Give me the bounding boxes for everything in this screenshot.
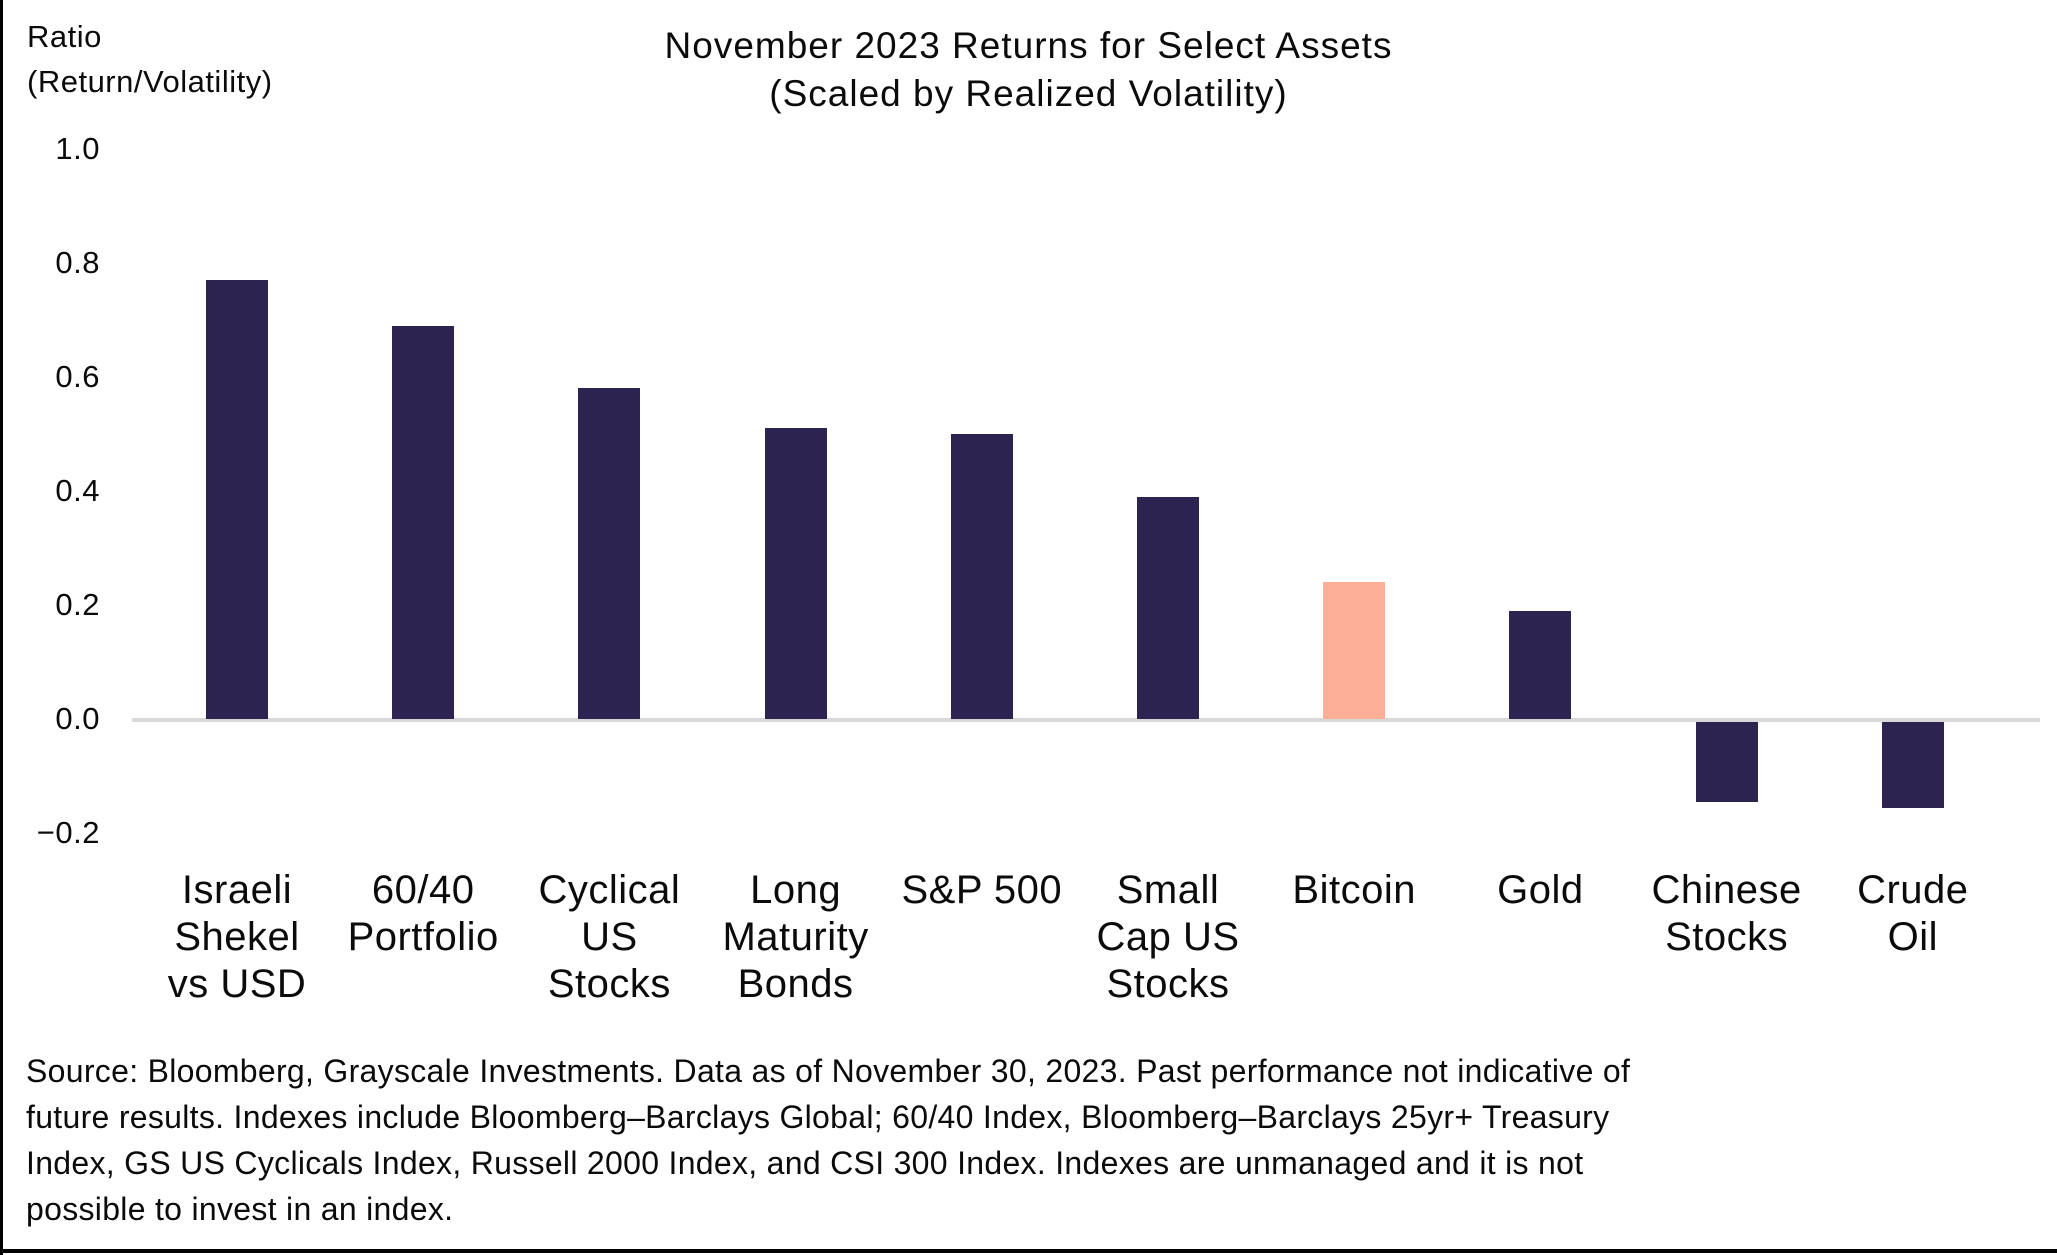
chart-title-line1: November 2023 Returns for Select Assets [664, 25, 1393, 66]
source-note-line: Source: Bloomberg, Grayscale Investments… [26, 1053, 1631, 1089]
category-label-crude-oil: Crude Oil [1803, 867, 2023, 961]
category-label-line: Bonds [737, 962, 854, 1006]
chart-title-line2: (Scaled by Realized Volatility) [769, 73, 1288, 114]
category-label-line: Stocks [1106, 962, 1230, 1006]
bar-crude-oil [1881, 722, 1944, 808]
y-axis-unit-line1: Ratio [27, 19, 102, 54]
bar-chinese-stocks [1695, 722, 1758, 802]
chart-title: November 2023 Returns for Select Assets … [0, 22, 2057, 118]
source-note: Source: Bloomberg, Grayscale Investments… [26, 1048, 1630, 1232]
category-label-chinese-stocks: Chinese Stocks [1617, 867, 1837, 961]
category-label-line: 60/40 [371, 868, 475, 912]
category-label-bitcoin: Bitcoin [1244, 867, 1464, 914]
bar-gold [1509, 610, 1572, 719]
category-label-line: Oil [1887, 915, 1938, 959]
category-label-60-40-portfolio: 60/40 Portfolio [313, 867, 533, 961]
category-label-line: S&P 500 [901, 868, 1063, 912]
category-label-line: Stocks [1665, 915, 1789, 959]
source-note-line: future results. Indexes include Bloomber… [26, 1099, 1610, 1135]
category-label-long-maturity-bonds: Long Maturity Bonds [686, 867, 906, 1008]
category-label-line: Gold [1497, 868, 1584, 912]
y-axis-unit-line2: (Return/Volatility) [27, 64, 273, 99]
y-axis-unit-label: Ratio (Return/Volatility) [27, 14, 273, 104]
category-label-line: Crude [1857, 868, 1969, 912]
y-tick-label-0.6: 0.6 [55, 359, 100, 394]
bar-s-p-500 [950, 434, 1013, 719]
category-label-line: US [581, 915, 638, 959]
category-label-line: Israeli [181, 868, 293, 912]
category-label-line: Cyclical [538, 868, 681, 912]
bar-cyclical-us-stocks [578, 388, 641, 719]
category-label-line: vs USD [167, 962, 307, 1006]
bar-israeli-shekel-vs-usd [206, 280, 268, 719]
y-tick-label-0.2: 0.2 [55, 587, 100, 622]
y-tick-label-0.0: 0.0 [55, 701, 100, 736]
frame-bottom-edge [0, 1249, 2057, 1253]
category-label-line: Long [750, 868, 842, 912]
bar-bitcoin [1323, 582, 1386, 719]
y-tick-label-neg0.2: −0.2 [36, 815, 100, 850]
category-label-cyclical-us-stocks: Cyclical US Stocks [499, 867, 719, 1008]
category-label-small-cap-us-stocks: Small Cap US Stocks [1058, 867, 1278, 1008]
category-label-line: Portfolio [347, 915, 499, 959]
source-note-line: Index, GS US Cyclicals Index, Russell 20… [26, 1145, 1584, 1181]
bar-long-maturity-bonds [764, 428, 827, 719]
x-axis-zero-line [132, 718, 2040, 722]
category-label-israeli-shekel-vs-usd: Israeli Shekel vs USD [127, 867, 347, 1008]
category-label-gold: Gold [1430, 867, 1650, 914]
bar-60-40-portfolio [392, 325, 455, 719]
category-label-line: Shekel [174, 915, 300, 959]
y-tick-label-0.8: 0.8 [55, 245, 100, 280]
category-label-line: Maturity [722, 915, 869, 959]
source-note-line: possible to invest in an index. [26, 1191, 454, 1227]
y-tick-label-1.0: 1.0 [55, 131, 100, 166]
category-label-line: Cap US [1096, 915, 1240, 959]
category-label-s-p-500: S&P 500 [872, 867, 1092, 914]
y-tick-label-0.4: 0.4 [55, 473, 100, 508]
category-label-line: Stocks [547, 962, 671, 1006]
frame-left-edge [0, 0, 3, 1255]
category-label-line: Chinese [1651, 868, 1802, 912]
category-label-line: Bitcoin [1292, 868, 1416, 912]
category-label-line: Small [1116, 868, 1220, 912]
bar-small-cap-us-stocks [1137, 496, 1199, 719]
